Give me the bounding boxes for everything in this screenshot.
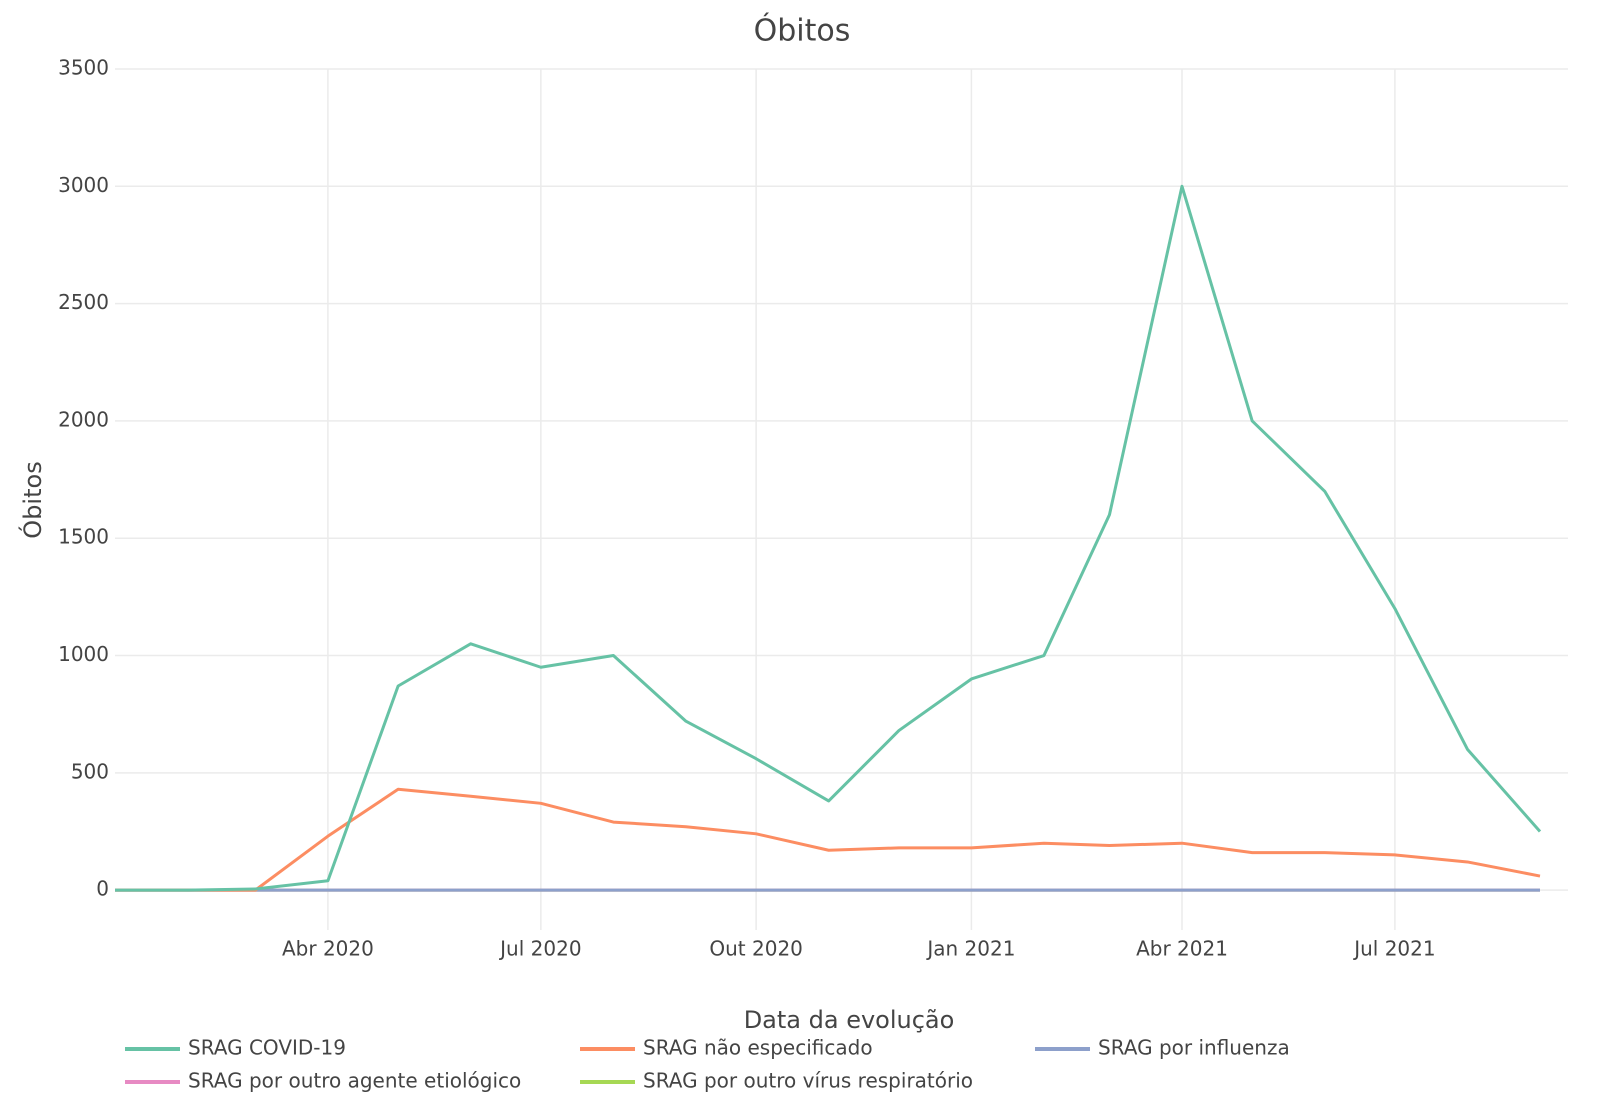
legend-label: SRAG por outro vírus respiratório — [643, 1069, 973, 1093]
y-tick-label: 0 — [96, 877, 109, 901]
y-tick-label: 2500 — [58, 290, 109, 314]
series-line — [115, 184, 1542, 892]
chart-title: Óbitos — [754, 12, 851, 49]
x-axis-label: Data da evolução — [744, 1006, 955, 1034]
legend-item[interactable]: SRAG por outro vírus respiratório — [580, 1069, 973, 1093]
legend-label: SRAG por influenza — [1098, 1036, 1290, 1060]
legend-label: SRAG COVID-19 — [188, 1036, 346, 1060]
y-tick-label: 2000 — [58, 407, 109, 431]
x-tick-label: Jul 2020 — [498, 937, 581, 961]
legend-item[interactable]: SRAG por influenza — [1035, 1036, 1290, 1060]
legend-item[interactable]: SRAG COVID-19 — [125, 1036, 346, 1060]
y-tick-label: 1500 — [58, 525, 109, 549]
legend-label: SRAG não especificado — [643, 1036, 873, 1060]
series-line — [115, 787, 1541, 892]
x-tick-label: Abr 2021 — [1136, 937, 1228, 961]
y-tick-label: 3000 — [58, 173, 109, 197]
legend-item[interactable]: SRAG por outro agente etiológico — [125, 1069, 521, 1093]
x-tick-label: Out 2020 — [709, 937, 803, 961]
y-axis-label: Óbitos — [17, 461, 47, 538]
x-tick-label: Jul 2021 — [1352, 937, 1435, 961]
x-tick-label: Jan 2021 — [925, 937, 1015, 961]
legend-item[interactable]: SRAG não especificado — [580, 1036, 873, 1060]
legend-label: SRAG por outro agente etiológico — [188, 1069, 521, 1093]
x-tick-label: Abr 2020 — [282, 937, 374, 961]
y-tick-label: 3500 — [58, 56, 109, 80]
y-tick-label: 500 — [71, 759, 109, 783]
y-tick-label: 1000 — [58, 642, 109, 666]
